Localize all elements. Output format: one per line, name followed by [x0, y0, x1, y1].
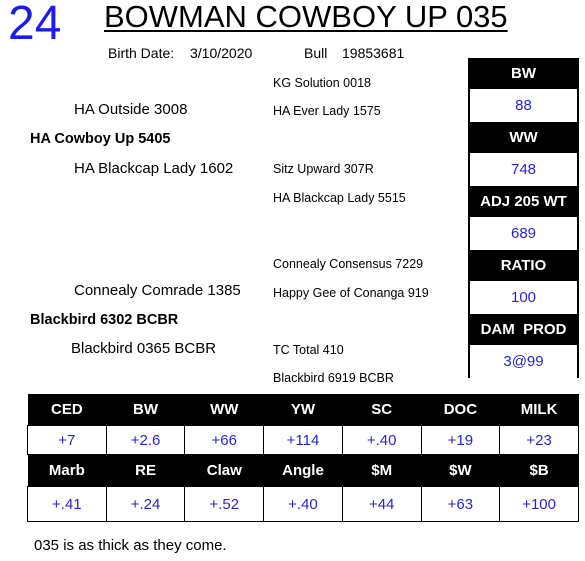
epd-value-marb: +.41: [27, 486, 107, 522]
epd-value-yw: +114: [263, 425, 343, 455]
perf-header-bw: BW: [468, 58, 579, 89]
epd-value-w-index: +63: [420, 486, 501, 522]
pedigree-sire-sire-sire: KG Solution 0018: [273, 76, 371, 90]
pedigree-dam-dam-dam: Blackbird 6919 BCBR: [273, 371, 394, 385]
perf-value-bw: 88: [468, 89, 579, 122]
epd-table: CED BW WW YW SC DOC MILK +7 +2.6 +66 +11…: [27, 394, 579, 522]
epd-header-ww: WW: [184, 394, 264, 426]
epd-header-m-index: $M: [342, 454, 422, 487]
epd-value-m-index: +44: [341, 486, 422, 522]
sex: Bull: [304, 45, 328, 61]
epd-value-re: +.24: [105, 486, 186, 522]
registration-number: 19853681: [342, 45, 405, 61]
epd-value-row: +7 +2.6 +66 +114 +.40 +19 +23: [27, 425, 579, 455]
birth-date: 3/10/2020: [190, 45, 253, 61]
epd-header-angle: Angle: [263, 454, 343, 487]
perf-header-ww: WW: [468, 122, 579, 153]
pedigree-sire-dam: HA Blackcap Lady 1602: [74, 160, 234, 177]
epd-value-claw: +.52: [184, 486, 265, 522]
epd-value-row: +.41 +.24 +.52 +.40 +44 +63 +100: [27, 486, 579, 522]
epd-header-doc: DOC: [421, 394, 500, 426]
epd-header-claw: Claw: [184, 454, 264, 487]
pedigree-sire-dam-dam: HA Blackcap Lady 5515: [273, 191, 406, 205]
epd-header-w-index: $W: [421, 454, 500, 487]
epd-header-milk: MILK: [499, 394, 579, 426]
animal-name: BOWMAN COWBOY UP 035: [104, 0, 508, 34]
epd-value-angle: +.40: [263, 486, 343, 522]
perf-value-dam-prod: 3@99: [468, 345, 579, 378]
perf-value-ww: 748: [468, 153, 579, 186]
pedigree-dam-sire-sire: Connealy Consensus 7229: [273, 257, 424, 271]
epd-header-re: RE: [106, 454, 185, 487]
perf-value-ratio: 100: [468, 281, 579, 314]
epd-header-marb: Marb: [27, 454, 107, 487]
comment-text: 035 is as thick as they come.: [34, 537, 227, 554]
epd-header-yw: YW: [263, 394, 343, 426]
epd-value-ced: +7: [27, 425, 107, 455]
epd-value-sc: +.40: [341, 425, 422, 455]
pedigree-dam-dam: Blackbird 0365 BCBR: [71, 340, 217, 357]
perf-value-adj205: 689: [468, 217, 579, 250]
pedigree-sire: HA Cowboy Up 5405: [30, 131, 171, 147]
lot-number: 24: [8, 0, 62, 50]
pedigree-sire-sire: HA Outside 3008: [74, 101, 188, 118]
pedigree-sire-dam-sire: Sitz Upward 307R: [273, 162, 374, 176]
perf-header-ratio: RATIO: [468, 250, 579, 281]
performance-panel: BW 88 WW 748 ADJ 205 WT 689 RATIO 100 DA…: [468, 58, 579, 378]
epd-header-row: Marb RE Claw Angle $M $W $B: [27, 454, 579, 487]
perf-header-dam-prod: DAM PROD: [468, 314, 579, 345]
pedigree-dam-sire: Connealy Comrade 1385: [74, 282, 241, 299]
birth-date-label: Birth Date:: [108, 45, 175, 61]
pedigree-sire-sire-dam: HA Ever Lady 1575: [273, 104, 381, 118]
perf-header-adj205: ADJ 205 WT: [468, 186, 579, 217]
epd-header-ced: CED: [27, 394, 107, 426]
epd-header-row: CED BW WW YW SC DOC MILK: [27, 394, 579, 426]
epd-value-b-index: +100: [499, 486, 579, 522]
pedigree-dam-dam-sire: TC Total 410: [273, 343, 344, 357]
pedigree-dam: Blackbird 6302 BCBR: [30, 312, 179, 328]
epd-value-milk: +23: [499, 425, 579, 455]
epd-header-b-index: $B: [499, 454, 579, 487]
epd-value-ww: +66: [184, 425, 265, 455]
epd-value-bw: +2.6: [105, 425, 186, 455]
pedigree-dam-sire-dam: Happy Gee of Conanga 919: [273, 286, 429, 300]
epd-header-bw: BW: [106, 394, 185, 426]
epd-header-sc: SC: [342, 394, 422, 426]
epd-value-doc: +19: [420, 425, 501, 455]
